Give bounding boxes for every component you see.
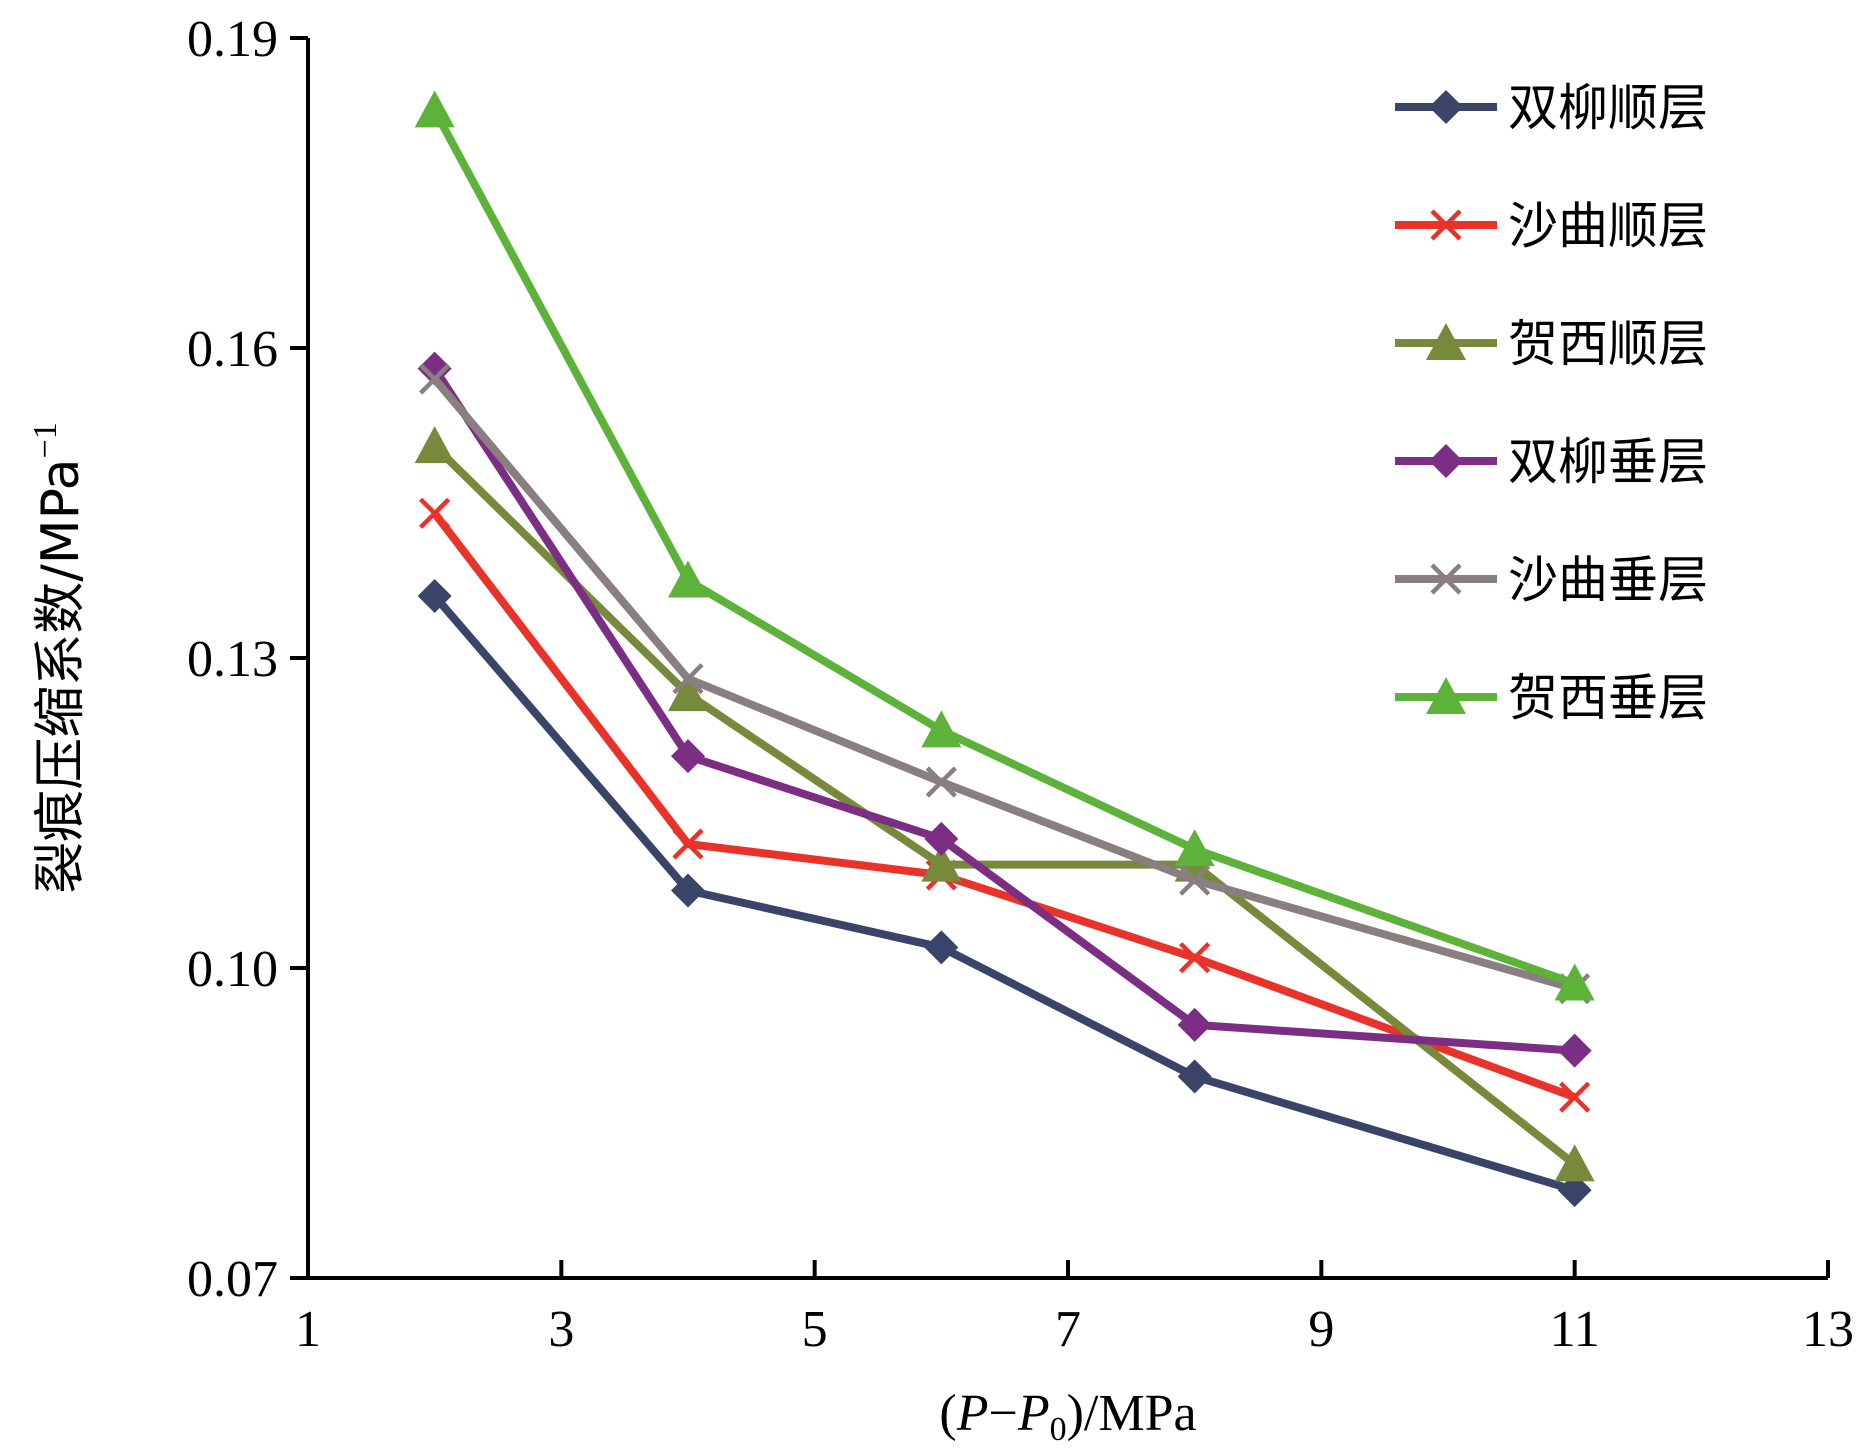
data-point <box>1177 1007 1212 1042</box>
data-point <box>1179 864 1211 896</box>
data-point <box>925 766 957 798</box>
series-layer <box>414 90 1595 1208</box>
series-line <box>431 366 1575 1055</box>
legend-item: 双柳垂层 <box>1395 433 1708 491</box>
legend-marker <box>1430 209 1462 241</box>
data-point <box>924 821 959 856</box>
data-point <box>1554 963 1595 1001</box>
x-tick-label: 9 <box>1308 1301 1334 1358</box>
data-point <box>1174 829 1215 867</box>
y-tick-label: 0.16 <box>187 321 278 378</box>
series-6 <box>414 90 1595 1001</box>
legend-marker <box>1429 90 1463 124</box>
series-line <box>431 108 1576 988</box>
y-tick-label: 0.13 <box>187 631 278 688</box>
legend-item: 贺西垂层 <box>1395 669 1708 727</box>
data-point <box>672 828 704 860</box>
x-tick-label: 1 <box>295 1301 321 1358</box>
series-1 <box>417 579 1592 1208</box>
y-tick-label: 0.07 <box>187 1251 278 1308</box>
x-tick-label: 11 <box>1550 1301 1600 1358</box>
data-point <box>419 497 451 529</box>
data-point <box>1557 1033 1592 1068</box>
data-point <box>417 351 452 386</box>
legend-label: 贺西垂层 <box>1508 669 1708 727</box>
data-point <box>1554 1144 1595 1182</box>
legend-marker <box>1426 323 1466 360</box>
y-axis-title: 裂痕压缩系数/MPa−1 <box>27 422 91 893</box>
y-tick-label: 0.10 <box>187 941 278 998</box>
legend-label: 贺西顺层 <box>1508 315 1708 373</box>
legend-label: 双柳垂层 <box>1508 433 1708 491</box>
data-point <box>414 426 455 464</box>
data-point <box>671 739 705 774</box>
x-axis-title: (P−P0)/MPa <box>939 1385 1196 1448</box>
legend-label: 沙曲垂层 <box>1508 551 1708 609</box>
y-tick-label: 0.19 <box>187 11 278 68</box>
x-tick-label: 5 <box>802 1301 828 1358</box>
data-point <box>921 844 962 882</box>
data-point <box>1179 942 1211 974</box>
legend-marker <box>1429 444 1463 478</box>
series-4 <box>417 351 1592 1068</box>
data-point <box>672 663 704 695</box>
data-point <box>668 560 708 598</box>
data-point <box>671 873 705 908</box>
x-tick-label: 3 <box>548 1301 574 1358</box>
legend-label: 沙曲顺层 <box>1508 197 1708 255</box>
ticks: 0.070.100.130.160.191 3 5 7 9 11 13 <box>187 11 1854 1358</box>
data-point <box>1557 1173 1592 1208</box>
legend-item: 双柳顺层 <box>1395 79 1708 137</box>
legend-marker <box>1426 677 1466 714</box>
data-point <box>414 90 455 128</box>
legend-item: 沙曲顺层 <box>1395 197 1708 255</box>
data-point <box>921 710 962 748</box>
legend-item: 沙曲垂层 <box>1395 551 1708 609</box>
x-tick-label: 7 <box>1055 1301 1081 1358</box>
legend-label: 双柳顺层 <box>1508 79 1708 137</box>
data-point <box>1559 1081 1591 1113</box>
x-tick-label: 13 <box>1802 1301 1854 1358</box>
legend-item: 贺西顺层 <box>1395 315 1708 373</box>
data-point <box>419 363 451 395</box>
data-point <box>924 930 959 965</box>
data-point <box>668 674 708 712</box>
data-point <box>1177 1059 1212 1094</box>
legend-marker <box>1430 563 1462 595</box>
data-point <box>417 579 452 613</box>
